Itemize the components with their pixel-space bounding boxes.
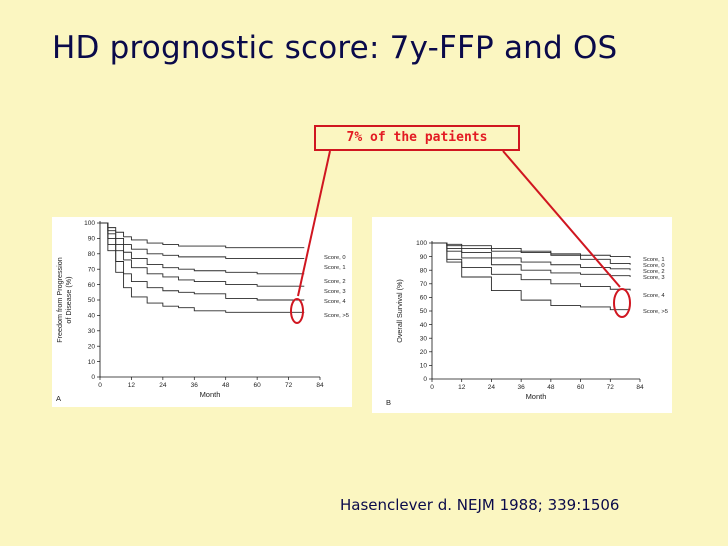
y-tick-label: 20 <box>88 343 96 350</box>
series-line-1 <box>100 222 305 259</box>
x-tick-label: 84 <box>316 382 324 389</box>
y-tick-label: 80 <box>88 251 96 258</box>
y-tick-label: 0 <box>91 374 95 381</box>
y-tick-label: 50 <box>420 308 428 315</box>
series-line-2 <box>100 222 305 275</box>
chart-panel-b: 0 10 20 30 40 50 60 70 80 90 100 0 12 24 36 48 60 72 84 Mon… <box>372 217 672 413</box>
series-label-5: Score, >5 <box>643 309 668 315</box>
x-tick-label: 12 <box>128 382 136 389</box>
y-tick-label: 20 <box>420 349 428 356</box>
x-tick-label: 60 <box>577 384 585 391</box>
x-tick-label: 12 <box>458 384 466 391</box>
series-label-2: Score, 2 <box>324 279 346 285</box>
y-tick-label: 30 <box>88 328 96 335</box>
x-tick-label: 36 <box>518 384 526 391</box>
os-chart: 0 10 20 30 40 50 60 70 80 90 100 0 12 24 36 48 60 72 84 Mon… <box>386 240 668 407</box>
y-tick-label: 10 <box>420 363 428 370</box>
citation: Hasenclever d. NEJM 1988; 339:1506 <box>340 496 620 514</box>
series-label-0: Score, 0 <box>324 255 346 261</box>
x-tick-label: 24 <box>159 382 167 389</box>
series-label-0: Score, 1 <box>643 257 665 263</box>
annotation-callout: 7% of the patients <box>314 125 520 151</box>
x-tick-label: 60 <box>254 382 262 389</box>
series-label-3: Score, 3 <box>324 289 346 295</box>
series-line-0 <box>100 222 305 249</box>
x-tick-label: 72 <box>285 382 293 389</box>
series-label-4: Score, 4 <box>324 299 346 305</box>
series-line-5 <box>100 222 305 313</box>
x-tick-label: 84 <box>636 384 644 391</box>
y-tick-label: 0 <box>423 376 427 383</box>
y-axis-label-line2: of Disease (%) <box>64 276 73 323</box>
y-tick-label: 60 <box>88 282 96 289</box>
x-tick-label: 72 <box>607 384 615 391</box>
series-label-3: Score, 3 <box>643 275 665 281</box>
series-line-5 <box>432 242 631 311</box>
y-tick-label: 70 <box>420 281 428 288</box>
ffp-chart: 0 10 20 30 40 50 60 70 80 90 100 0 12 24 36 48 60 72 84 Mon… <box>55 220 349 403</box>
panel-label: A <box>56 394 61 403</box>
y-tick-label: 60 <box>420 295 428 302</box>
series-line-3 <box>100 222 305 287</box>
y-axis-label: Freedom from Progression <box>55 257 64 342</box>
series-label-1: Score, 0 <box>643 263 665 269</box>
y-tick-label: 50 <box>88 297 96 304</box>
x-tick-label: 48 <box>547 384 555 391</box>
x-tick-label: 48 <box>222 382 230 389</box>
y-tick-label: 40 <box>88 313 96 320</box>
y-tick-label: 100 <box>416 240 427 247</box>
series-label-1: Score, 1 <box>324 265 346 271</box>
x-tick-label: 36 <box>191 382 199 389</box>
series-label-2: Score, 2 <box>643 269 665 275</box>
series-label-5: Score, >5 <box>324 313 349 319</box>
series-line-4 <box>100 222 305 301</box>
x-tick-label: 24 <box>488 384 496 391</box>
x-tick-label: 0 <box>98 382 102 389</box>
y-tick-label: 40 <box>420 322 428 329</box>
panel-label: B <box>386 398 391 407</box>
x-axis-label: Month <box>526 392 547 401</box>
y-axis-label: Overall Survival (%) <box>395 279 404 343</box>
y-tick-label: 30 <box>420 335 428 342</box>
y-tick-label: 100 <box>84 220 95 227</box>
series-label-4: Score, 4 <box>643 293 665 299</box>
slide-title: HD prognostic score: 7y-FFP and OS <box>52 30 618 66</box>
y-tick-label: 10 <box>88 359 96 366</box>
y-tick-label: 80 <box>420 267 428 274</box>
x-axis-label: Month <box>200 390 221 399</box>
y-tick-label: 90 <box>420 254 428 261</box>
chart-panel-a: 0 10 20 30 40 50 60 70 80 90 100 0 12 24 36 48 60 72 84 Mon… <box>52 217 352 407</box>
x-tick-label: 0 <box>430 384 434 391</box>
y-tick-label: 70 <box>88 266 96 273</box>
y-tick-label: 90 <box>88 236 96 243</box>
